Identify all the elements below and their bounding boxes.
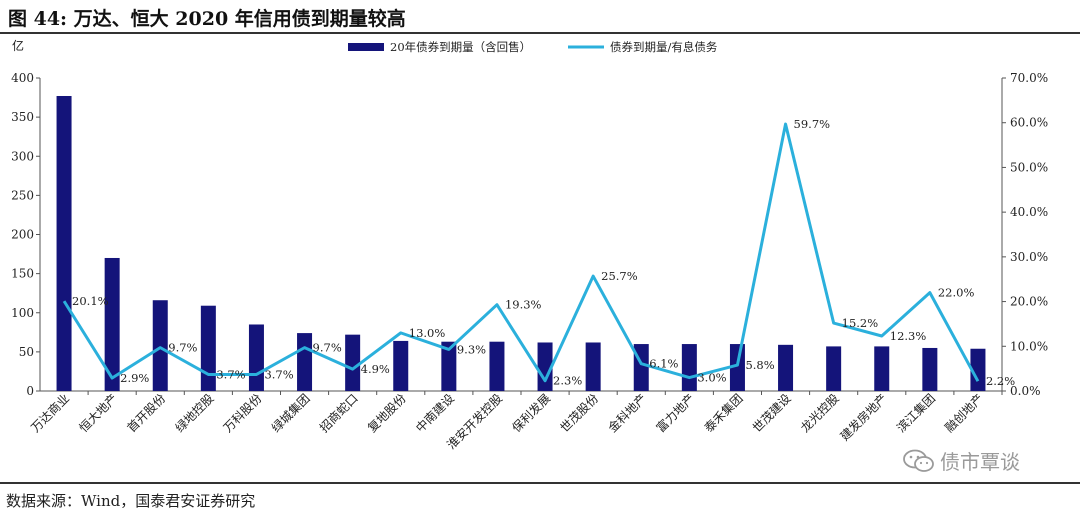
y-right-tick-label: 30.0% — [1010, 250, 1048, 264]
line-data-label: 13.0% — [409, 326, 446, 340]
line-data-label: 3.7% — [216, 367, 245, 381]
legend-line-label: 债券到期量/有息债务 — [610, 40, 718, 54]
bar — [970, 348, 986, 391]
x-category-label: 建发房地产 — [837, 391, 890, 444]
y-right-tick-label: 0.0% — [1010, 384, 1041, 398]
line-data-label: 9.3% — [457, 342, 486, 356]
bar — [297, 333, 313, 391]
bar — [826, 346, 842, 391]
watermark: 债市覃谈 — [902, 446, 1020, 475]
y-left-tick-label: 50 — [19, 345, 34, 359]
x-category-label: 恒大地产 — [76, 391, 120, 435]
legend-bar-label: 20年债券到期量（含回售） — [390, 40, 531, 54]
y-left-tick-label: 400 — [11, 71, 34, 85]
bar-line-chart: 亿 0 50 100 150 200 250 300 350 400 0.0% 10.0% 20.0% 3… — [11, 38, 1048, 452]
line-data-label: 15.2% — [842, 316, 879, 330]
y-left-tick-label: 100 — [11, 306, 34, 320]
bar — [489, 341, 505, 391]
x-category-label: 绿地控股 — [172, 391, 217, 436]
x-category-label: 保利发展 — [509, 391, 554, 436]
y-right-tick-label: 20.0% — [1010, 295, 1048, 309]
line-data-label: 22.0% — [938, 286, 975, 300]
bar — [778, 344, 794, 391]
y-right-tick-label: 50.0% — [1010, 160, 1048, 174]
bar — [729, 344, 745, 391]
bar — [56, 95, 72, 391]
bar — [922, 347, 938, 391]
y-right-tick-label: 70.0% — [1010, 71, 1048, 85]
line-data-label: 19.3% — [505, 298, 542, 312]
ratio-line — [62, 122, 980, 383]
y-left-tick-label: 0 — [26, 384, 34, 398]
line-data-label: 2.2% — [986, 374, 1015, 388]
bar — [874, 346, 890, 391]
watermark-text: 债市覃谈 — [940, 450, 1020, 474]
y-right-tick-label: 60.0% — [1010, 116, 1048, 130]
x-category-label: 招商蛇口 — [316, 391, 361, 436]
bar — [248, 324, 264, 391]
line-data-label: 25.7% — [601, 269, 638, 283]
bar — [152, 300, 168, 391]
line-data-label: 20.1% — [72, 294, 109, 308]
footer-divider — [0, 482, 1080, 484]
x-category-label: 万达商业 — [28, 391, 73, 436]
line-data-label: 59.7% — [794, 117, 831, 131]
x-category-label: 泰禾集团 — [701, 391, 746, 436]
x-category-label: 复地股份 — [365, 391, 409, 435]
x-category-label: 融创地产 — [942, 391, 986, 435]
y-left-tick-label: 250 — [11, 188, 34, 202]
x-category-label: 富力地产 — [653, 391, 698, 436]
y-left-tick-label: 150 — [11, 267, 34, 281]
wechat-icon — [903, 449, 934, 472]
y-right-tick-label: 40.0% — [1010, 205, 1048, 219]
bar — [345, 334, 361, 391]
bar — [393, 340, 409, 391]
line-data-label: 3.0% — [697, 371, 726, 385]
y-left-tick-label: 200 — [11, 228, 34, 242]
bar — [441, 341, 457, 391]
x-category-label: 金科地产 — [605, 391, 650, 436]
y-left-tick-label: 350 — [11, 110, 34, 124]
bar — [200, 305, 216, 391]
x-category-label: 滨江集团 — [893, 391, 938, 436]
x-category-label: 中南建设 — [412, 391, 457, 436]
line-data-label: 2.9% — [120, 371, 149, 385]
bar — [585, 342, 601, 391]
line-data-label: 6.1% — [649, 357, 678, 371]
bar — [681, 344, 697, 391]
line-data-label: 4.9% — [361, 362, 390, 376]
x-category-label: 首开股份 — [125, 391, 169, 435]
bar — [537, 342, 553, 391]
x-category-label: 世茂建设 — [750, 391, 794, 435]
line-data-label: 12.3% — [890, 329, 927, 343]
line-data-label: 3.7% — [264, 367, 293, 381]
x-category-label: 万科股份 — [221, 391, 265, 435]
y-right-tick-label: 10.0% — [1010, 339, 1048, 353]
line-data-label: 5.8% — [745, 358, 774, 372]
x-category-label: 绿城集团 — [268, 391, 313, 436]
source-note: 数据来源：Wind，国泰君安证券研究 — [6, 492, 256, 510]
x-category-label: 龙光控股 — [798, 391, 842, 435]
line-data-label: 9.7% — [313, 341, 342, 355]
y-unit-label: 亿 — [12, 38, 24, 53]
legend-bar-swatch — [348, 43, 384, 51]
bar — [104, 257, 120, 391]
line-data-label: 2.3% — [553, 374, 582, 388]
y-left-tick-label: 300 — [11, 149, 34, 163]
title-divider — [0, 32, 1080, 34]
line-data-label: 9.7% — [168, 341, 197, 355]
figure-title: 图 44: 万达、恒大 2020 年信用债到期量较高 — [8, 8, 406, 30]
x-category-label: 世茂股份 — [557, 391, 601, 435]
